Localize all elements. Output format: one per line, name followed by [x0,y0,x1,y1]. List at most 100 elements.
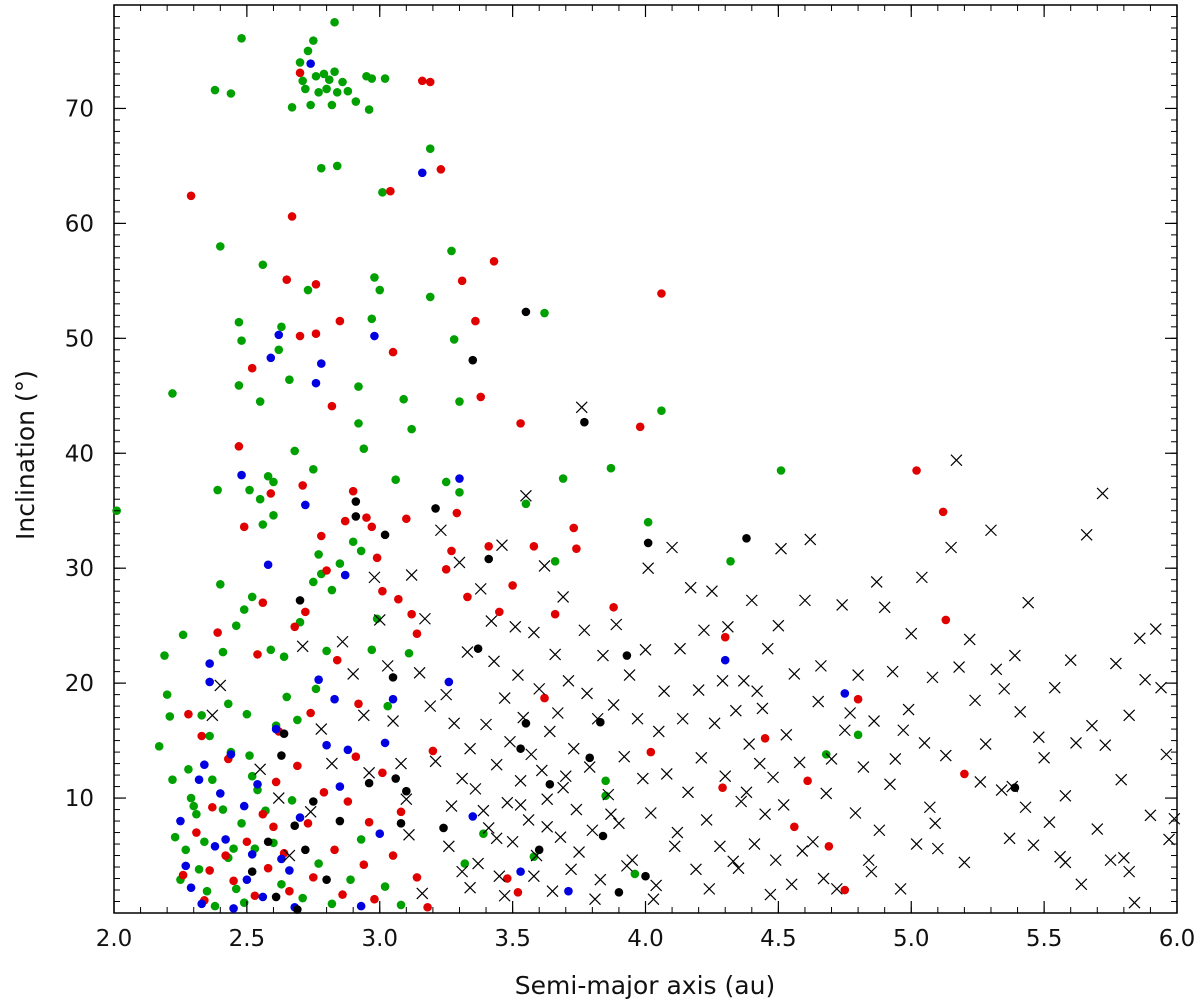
data-point [476,392,486,402]
data-point [285,866,294,875]
data-point-x [501,796,514,809]
data-point [444,677,454,687]
data-point-x [591,712,604,725]
data-point [197,711,206,720]
data-point [646,747,656,757]
data-point-x [519,489,532,502]
data-point-x [575,401,588,414]
data-point [330,694,339,704]
data-point [367,74,377,83]
data-point [375,285,385,295]
data-point-x [565,863,578,876]
data-point-x [347,668,360,680]
data-point-x [865,865,878,878]
data-point [239,801,249,811]
y-tick-label: 50 [65,326,94,352]
data-point [388,673,398,682]
data-point [327,401,337,411]
data-point [221,851,230,860]
data-point [394,594,403,604]
data-point [189,801,199,811]
data-point-x [387,715,399,727]
data-point [383,701,393,711]
data-point [178,870,188,880]
data-point-x [363,766,376,779]
data-point-x [496,539,508,552]
data-point-x [676,712,689,725]
data-point-x [995,784,1008,796]
data-point [168,775,177,784]
data-point-x [490,832,503,845]
data-point-x [325,757,338,770]
data-point-x [682,786,694,799]
data-point [245,751,254,760]
data-point [558,474,568,483]
data-point [508,581,517,590]
data-point-x [1128,896,1141,909]
data-point [521,719,531,728]
data-point [295,58,305,67]
data-point [513,888,523,897]
data-point-x [1160,748,1173,761]
data-point [330,17,339,27]
x-tick-label: 6.0 [1159,926,1196,952]
data-point [279,729,289,738]
data-point [412,629,422,639]
data-point-x [844,707,857,719]
data-point [205,677,214,687]
data-point [346,875,355,884]
data-point [208,775,217,784]
data-point-x [522,813,535,826]
data-point-x [769,854,782,867]
data-point [335,782,345,791]
data-point [247,771,257,781]
data-point-x [775,542,787,555]
data-point [726,556,735,566]
data-point-x [1019,801,1032,814]
data-point [324,75,334,85]
data-point-x [878,601,891,614]
data-point-x [1070,736,1082,749]
data-point-x [862,854,875,867]
data-point-x [785,878,798,891]
data-point [279,652,289,661]
data-point-x [1155,681,1167,694]
data-point [540,308,549,318]
data-point [231,621,241,630]
data-point [378,586,387,596]
data-point [468,355,478,365]
data-point-x [1109,657,1122,670]
data-point [614,888,624,897]
data-point-x [796,845,809,857]
data-point [242,837,252,847]
data-point-x [838,724,851,737]
data-point [216,789,225,798]
data-point [200,837,209,847]
data-point [356,901,366,911]
data-point [314,675,323,684]
data-point [428,746,438,756]
data-point-x [998,682,1011,695]
data-point-x [618,750,631,763]
data-point [630,869,640,879]
series-0 [112,17,863,911]
data-point-x [254,763,267,776]
data-point [362,513,371,522]
data-point-x [820,787,833,800]
data-point [311,378,321,388]
y-tick-label: 10 [65,786,94,812]
series-1 [178,68,969,912]
data-point [200,760,209,770]
data-point-x [506,835,519,848]
data-point-x [403,828,415,841]
data-point [255,397,265,406]
data-point-x [636,772,649,785]
data-point [274,345,284,355]
data-point-x [647,893,660,906]
data-point-x [512,669,524,682]
data-point [635,422,645,432]
data-point [242,875,252,884]
data-point [380,882,390,891]
data-point [282,692,292,702]
data-point [388,851,398,860]
